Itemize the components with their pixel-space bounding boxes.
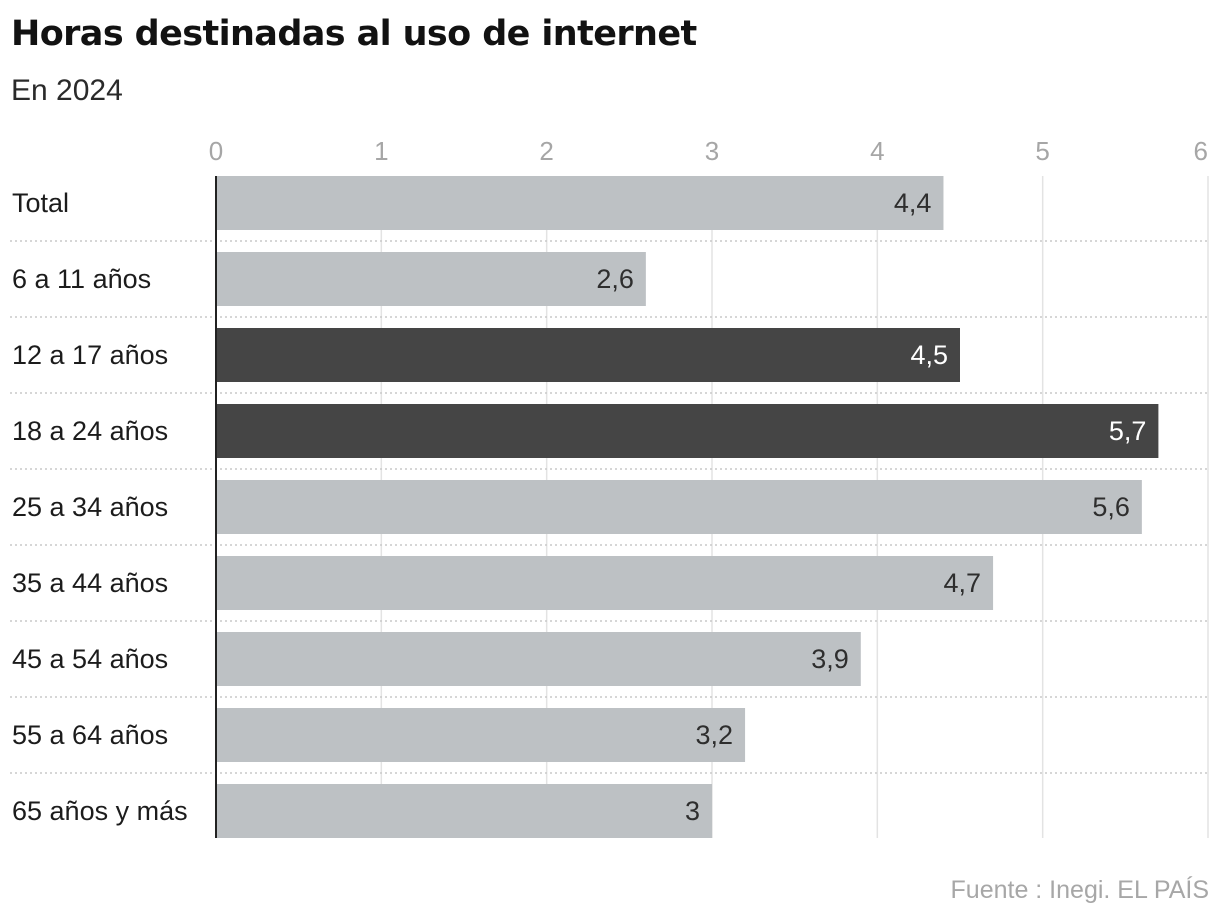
x-tick-label: 3 xyxy=(705,136,719,166)
value-label: 3 xyxy=(685,796,700,826)
x-tick-label: 1 xyxy=(374,136,388,166)
category-label: 45 a 54 años xyxy=(12,644,168,674)
bar xyxy=(216,556,994,610)
category-label: 35 a 44 años xyxy=(12,568,168,598)
x-tick-label: 5 xyxy=(1035,136,1049,166)
value-label: 4,5 xyxy=(910,340,948,370)
labels: 0 1 2 3 4 5 6 Total 4,4 6 a 11 años 2,6 12 a 17 año… xyxy=(12,136,1208,826)
bar xyxy=(216,252,646,306)
bar xyxy=(216,404,1159,458)
bar xyxy=(216,632,861,686)
category-label: 6 a 11 años xyxy=(12,264,151,294)
value-label: 5,7 xyxy=(1109,416,1147,446)
value-label: 4,7 xyxy=(944,568,982,598)
value-label: 2,6 xyxy=(596,264,634,294)
value-label: 4,4 xyxy=(894,188,932,218)
x-tick-label: 6 xyxy=(1194,136,1208,166)
source-note: Fuente : Inegi. EL PAÍS xyxy=(950,876,1209,904)
x-tick-label: 0 xyxy=(209,136,223,166)
bar xyxy=(216,708,746,762)
category-label: 55 a 64 años xyxy=(12,720,168,750)
category-label: 65 años y más xyxy=(12,796,188,826)
bars xyxy=(216,176,1159,838)
category-label: 25 a 34 años xyxy=(12,492,168,522)
category-label: 18 a 24 años xyxy=(12,416,168,446)
x-tick-label: 4 xyxy=(870,136,884,166)
category-label: 12 a 17 años xyxy=(12,340,168,370)
chart-title: Horas destinadas al uso de internet xyxy=(11,14,697,54)
chart-subtitle: En 2024 xyxy=(11,74,123,107)
x-tick-label: 2 xyxy=(539,136,553,166)
category-label: Total xyxy=(12,188,69,218)
value-label: 3,9 xyxy=(811,644,849,674)
value-label: 5,6 xyxy=(1092,492,1130,522)
bar xyxy=(216,784,712,838)
bar xyxy=(216,480,1142,534)
bar xyxy=(216,176,944,230)
value-label: 3,2 xyxy=(696,720,734,750)
bar xyxy=(216,328,960,382)
